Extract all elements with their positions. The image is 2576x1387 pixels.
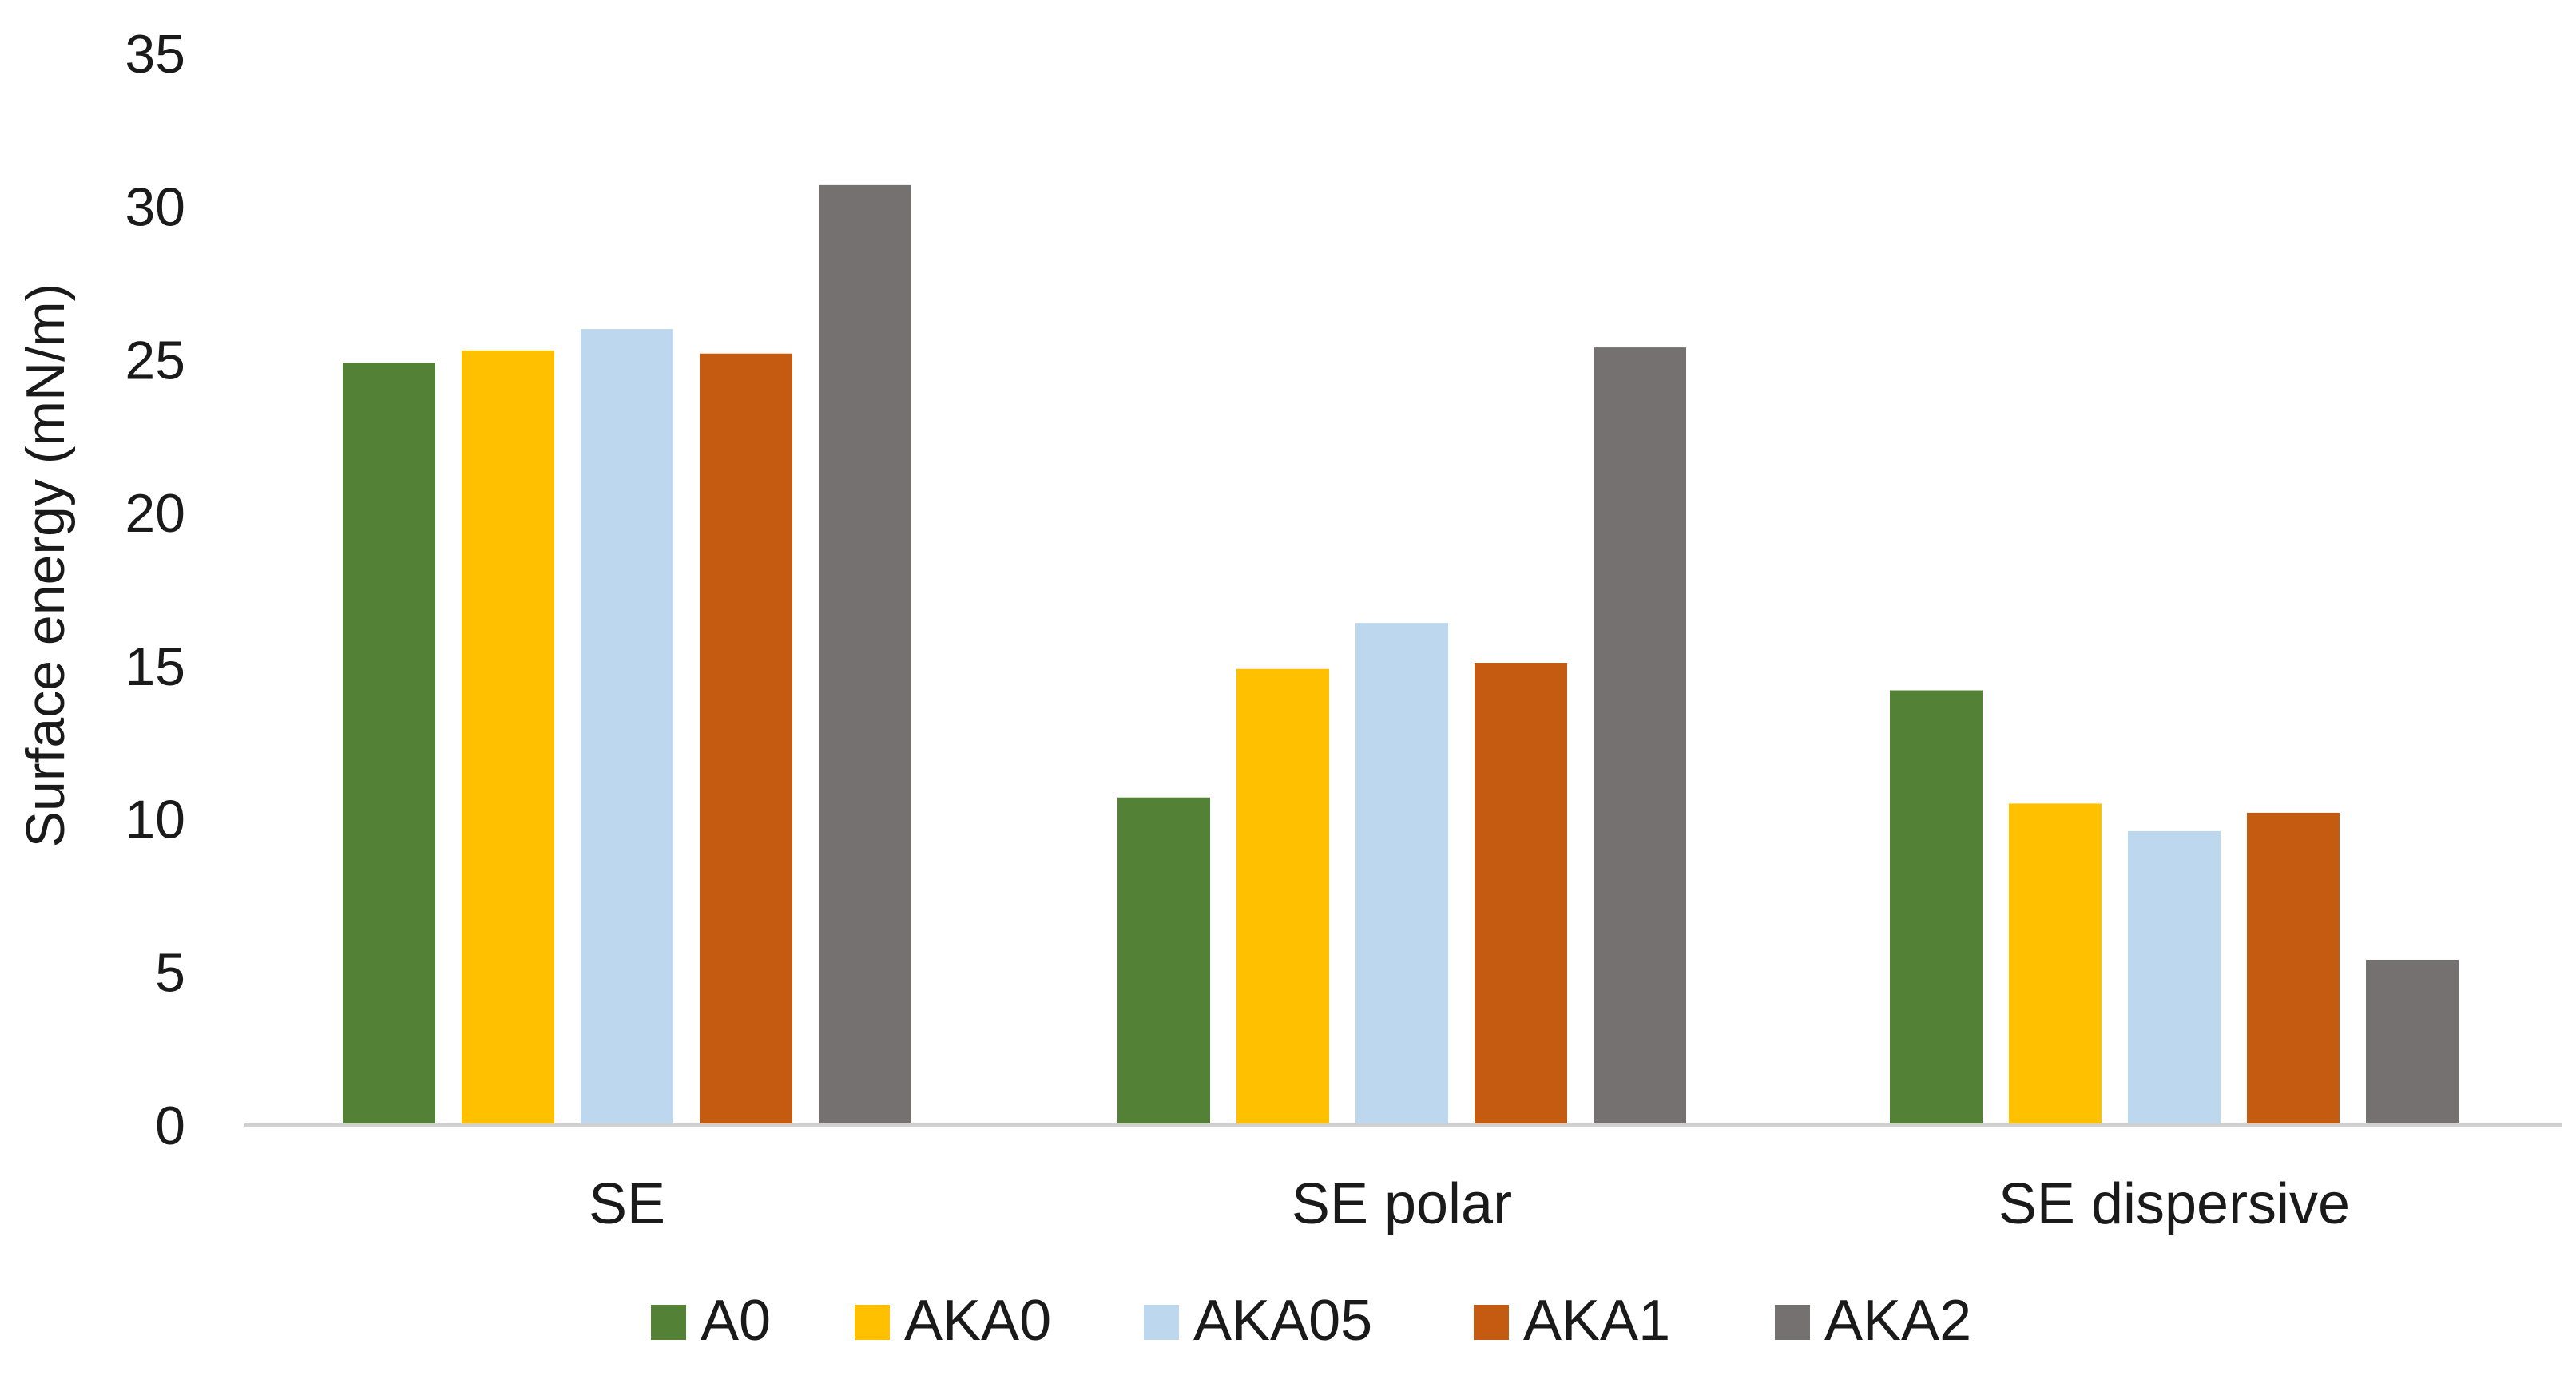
bar-aka0-se-polar bbox=[1236, 668, 1329, 1125]
legend-label-aka2: AKA2 bbox=[1824, 1289, 1971, 1353]
bar-aka0-se-dispersive bbox=[2009, 803, 2102, 1125]
y-tick-label: 15 bbox=[125, 636, 185, 697]
bar-aka2-se-polar bbox=[1594, 347, 1686, 1125]
bars bbox=[343, 184, 2459, 1126]
bar-aka1-se-dispersive bbox=[2247, 812, 2340, 1125]
bar-aka05-se-dispersive bbox=[2128, 830, 2221, 1125]
bar-aka05-se-polar bbox=[1355, 623, 1448, 1125]
category-label-se: SE bbox=[589, 1172, 665, 1236]
category-label-se-dispersive: SE dispersive bbox=[1998, 1172, 2350, 1236]
y-tick-label: 0 bbox=[155, 1096, 185, 1156]
bar-a0-se-dispersive bbox=[1890, 690, 1983, 1125]
legend-label-a0: A0 bbox=[701, 1289, 771, 1353]
bar-aka1-se bbox=[700, 353, 792, 1125]
bar-aka2-se-dispersive bbox=[2366, 959, 2459, 1125]
bar-a0-se-polar bbox=[1117, 797, 1210, 1125]
y-tick-label: 25 bbox=[125, 330, 185, 390]
y-tick-label: 35 bbox=[125, 24, 185, 85]
y-axis-title: Surface energy (mN/m) bbox=[15, 283, 76, 848]
bar-aka2-se bbox=[819, 184, 911, 1126]
legend-label-aka1: AKA1 bbox=[1523, 1289, 1670, 1353]
legend-swatch-a0 bbox=[651, 1305, 686, 1340]
legend-swatch-aka05 bbox=[1144, 1305, 1179, 1340]
bar-aka1-se-polar bbox=[1475, 663, 1567, 1125]
category-label-se-polar: SE polar bbox=[1292, 1172, 1512, 1236]
legend-swatch-aka1 bbox=[1474, 1305, 1509, 1340]
legend: A0 AKA0 AKA05 AKA1 AKA2 bbox=[651, 1289, 1971, 1353]
bar-a0-se bbox=[343, 363, 435, 1126]
y-tick-label: 10 bbox=[125, 790, 185, 850]
bar-aka0-se bbox=[462, 350, 554, 1125]
legend-label-aka05: AKA05 bbox=[1193, 1289, 1372, 1353]
y-axis-ticks: 0 5 10 15 20 25 30 35 bbox=[125, 24, 185, 1156]
bar-aka05-se bbox=[581, 329, 673, 1126]
legend-label-aka0: AKA0 bbox=[904, 1289, 1051, 1353]
legend-swatch-aka2 bbox=[1775, 1305, 1810, 1340]
y-tick-label: 30 bbox=[125, 177, 185, 238]
category-labels: SE SE polar SE dispersive bbox=[589, 1172, 2350, 1236]
legend-swatch-aka0 bbox=[855, 1305, 890, 1340]
y-tick-label: 20 bbox=[125, 483, 185, 544]
y-tick-label: 5 bbox=[155, 942, 185, 1003]
